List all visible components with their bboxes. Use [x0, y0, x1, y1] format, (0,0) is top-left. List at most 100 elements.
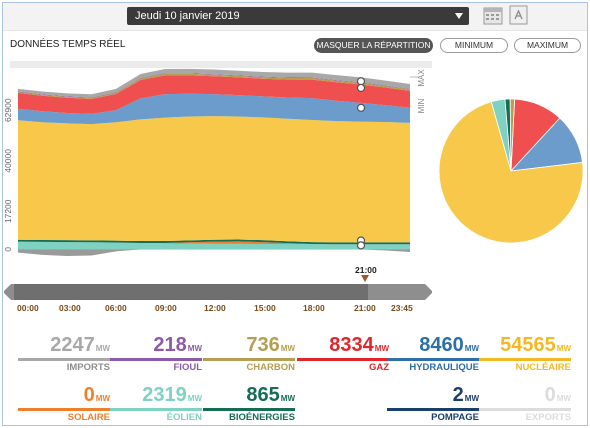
- tile-number: 865: [246, 384, 280, 406]
- area-gaz: [18, 75, 410, 114]
- cursor-point: [356, 103, 366, 112]
- tile-solaire[interactable]: 0MW SOLAIRE: [18, 384, 110, 424]
- y-tick-label: 0: [3, 247, 13, 252]
- pie-slice-nucléaire[interactable]: [438, 101, 584, 244]
- tile-color-bar: [479, 408, 571, 411]
- timeline-tick-label: 23:45: [391, 303, 413, 313]
- timeline-tick-label: 18:00: [303, 303, 325, 313]
- timeline-tick-label: 15:00: [254, 303, 276, 313]
- timeline-tick-label: 12:00: [204, 303, 226, 313]
- timeline-tick-label: 06:00: [105, 303, 127, 313]
- tile-value: 54565MW: [479, 334, 571, 357]
- timeline-tick-label: 00:00: [17, 303, 39, 313]
- cursor-marker[interactable]: [361, 275, 369, 282]
- chart-top-strip: [10, 61, 432, 68]
- tile-label: HYDRAULIQUE: [409, 362, 479, 373]
- area-hydraulique: [18, 93, 410, 125]
- tile-color-bar: [110, 408, 202, 411]
- area-imports: [18, 68, 410, 98]
- tile-color-bar: [479, 358, 571, 361]
- cursor-point: [356, 241, 366, 250]
- tile-label: IMPORTS: [66, 362, 110, 373]
- area-charbon: [18, 73, 410, 99]
- tile-color-bar: [203, 358, 295, 361]
- tile-imports[interactable]: 2247MW IMPORTS: [18, 334, 110, 374]
- pie-slice-charbon[interactable]: [509, 98, 516, 172]
- tile-number: 2319: [142, 384, 187, 406]
- tile-gaz[interactable]: 8334MW GAZ: [297, 334, 389, 374]
- timeline-tick-label: 21:00: [354, 303, 376, 313]
- tile-label: BIOÉNERGIES: [229, 412, 295, 423]
- tile-label: CHARBON: [246, 362, 295, 373]
- area-solaire: [18, 241, 410, 245]
- timeline-elapsed: [14, 284, 368, 300]
- tile-value: 0MW: [479, 384, 571, 407]
- y-tick-label: 62900: [3, 98, 13, 122]
- tile-number: 2247: [50, 334, 95, 356]
- area-nucléaire: [18, 116, 410, 243]
- tile-label: NUCLÉAIRE: [515, 362, 571, 373]
- tile-label: POMPAGE: [431, 412, 479, 423]
- timeline-tick-label: 03:00: [59, 303, 81, 313]
- hide-split-button[interactable]: MASQUER LA RÉPARTITION: [314, 38, 433, 53]
- tile-value: 2319MW: [110, 384, 202, 407]
- tile-color-bar: [18, 408, 110, 411]
- y-tick-label: 40000: [3, 149, 13, 173]
- tile-label: FIOUL: [173, 362, 203, 373]
- area-éolien: [18, 241, 410, 250]
- production-area-chart: 0 17200 40000 62900 MAX MIN: [3, 68, 426, 256]
- document-icon[interactable]: [509, 5, 528, 25]
- date-dropdown[interactable]: Jeudi 10 janvier 2019: [127, 7, 469, 25]
- chevron-down-icon[interactable]: [455, 13, 463, 19]
- maximum-button[interactable]: MAXIMUM: [514, 38, 581, 53]
- tile-value: 2247MW: [18, 334, 110, 357]
- timeline-left-arrow-icon[interactable]: [3, 284, 11, 300]
- tile-unit: MW: [556, 344, 571, 353]
- tile-value: 865MW: [203, 384, 295, 407]
- tile-number: 8460: [419, 334, 464, 356]
- timeline-tick-label: 09:00: [155, 303, 177, 313]
- minimum-button[interactable]: MINIMUM: [440, 38, 508, 53]
- tile-nucleaire[interactable]: 54565MW NUCLÉAIRE: [479, 334, 571, 374]
- cursor-point: [356, 83, 366, 93]
- tile-number: 0: [83, 384, 95, 406]
- tile-hydraulique[interactable]: 8460MW HYDRAULIQUE: [387, 334, 479, 374]
- tile-pompage[interactable]: 2MW POMPAGE: [387, 384, 479, 424]
- tile-unit: MW: [280, 344, 295, 353]
- tile-bioenergies[interactable]: 865MW BIOÉNERGIES: [203, 384, 295, 424]
- tile-eolien[interactable]: 2319MW ÉOLIEN: [110, 384, 202, 424]
- tile-fioul[interactable]: 218MW FIOUL: [110, 334, 202, 374]
- calendar-icon[interactable]: [483, 5, 503, 25]
- tile-number: 8334: [329, 334, 374, 356]
- cursor-point: [356, 77, 366, 86]
- tile-unit: MW: [95, 394, 110, 403]
- tile-value: 0MW: [18, 384, 110, 407]
- tile-unit: MW: [374, 344, 389, 353]
- tile-unit: MW: [464, 344, 479, 353]
- tile-exports[interactable]: 0MW EXPORTS: [479, 384, 571, 424]
- tile-value: 2MW: [387, 384, 479, 407]
- tile-unit: MW: [187, 394, 202, 403]
- tile-color-bar: [387, 358, 479, 361]
- tile-number: 54565: [500, 334, 556, 356]
- tile-unit: MW: [556, 394, 571, 403]
- tile-number: 218: [153, 334, 187, 356]
- tile-unit: MW: [464, 394, 479, 403]
- tile-color-bar: [297, 358, 389, 361]
- y-right-label: MIN: [417, 98, 426, 113]
- area-pompage: [18, 249, 410, 256]
- tile-color-bar: [18, 358, 110, 361]
- tile-value: 8334MW: [297, 334, 389, 357]
- timeline-slider[interactable]: [3, 284, 433, 300]
- tile-charbon[interactable]: 736MW CHARBON: [203, 334, 295, 374]
- tile-color-bar: [387, 408, 479, 411]
- tile-label: ÉOLIEN: [166, 412, 202, 423]
- tile-unit: MW: [280, 394, 295, 403]
- tile-color-bar: [203, 408, 295, 411]
- y-right-label: MAX: [417, 69, 426, 87]
- tile-label: EXPORTS: [525, 412, 571, 423]
- timeline-right-arrow-icon[interactable]: [425, 284, 433, 300]
- tile-number: 0: [544, 384, 556, 406]
- tile-value: 736MW: [203, 334, 295, 357]
- panel-title: DONNÉES TEMPS RÉEL: [10, 39, 126, 50]
